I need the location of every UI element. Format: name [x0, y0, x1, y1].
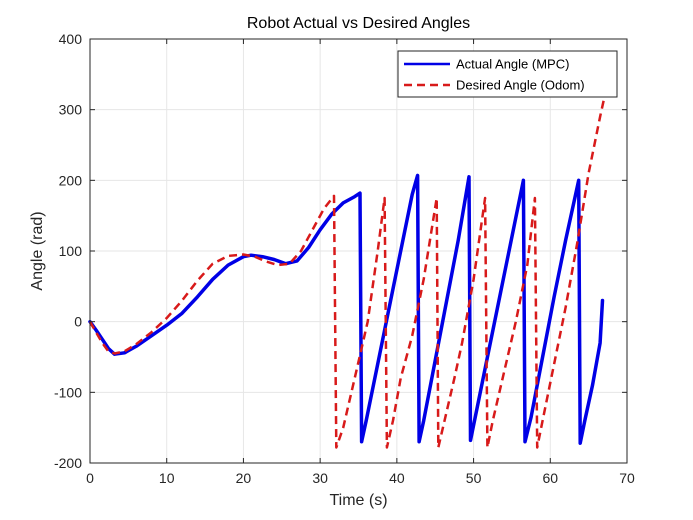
- chart-title: Robot Actual vs Desired Angles: [247, 15, 470, 32]
- y-axis-label: Angle (rad): [29, 211, 46, 290]
- series-desired-angle-line: [88, 88, 608, 449]
- y-tick-label: 200: [59, 172, 83, 188]
- y-tick-label: 400: [59, 31, 83, 47]
- y-tick-label: -100: [54, 384, 82, 400]
- legend: Actual Angle (MPC) Desired Angle (Odom): [397, 50, 618, 98]
- y-tick-label: 0: [74, 314, 82, 330]
- legend-entry-desired: Desired Angle (Odom): [456, 78, 585, 93]
- x-tick-label: 70: [619, 470, 635, 486]
- x-tick-label: 30: [312, 470, 328, 486]
- series-layer: [88, 88, 608, 449]
- y-tick-label: -200: [54, 455, 82, 471]
- y-tick-label: 100: [59, 243, 83, 259]
- x-tick-label: 60: [542, 470, 558, 486]
- series-actual-angle-line: [88, 173, 605, 445]
- legend-entry-actual: Actual Angle (MPC): [456, 57, 569, 72]
- x-tick-label: 20: [236, 470, 252, 486]
- x-axis-label: Time (s): [329, 492, 387, 509]
- x-tick-label: 50: [466, 470, 482, 486]
- y-tick-label: 300: [59, 102, 83, 118]
- ticks: 0 10 20 30 40 50 60 70 400 300 200 100 0 -100 -200: [54, 31, 635, 486]
- legend-box: [397, 50, 618, 98]
- x-tick-label: 10: [159, 470, 175, 486]
- x-tick-label: 0: [86, 470, 94, 486]
- x-tick-label: 40: [389, 470, 405, 486]
